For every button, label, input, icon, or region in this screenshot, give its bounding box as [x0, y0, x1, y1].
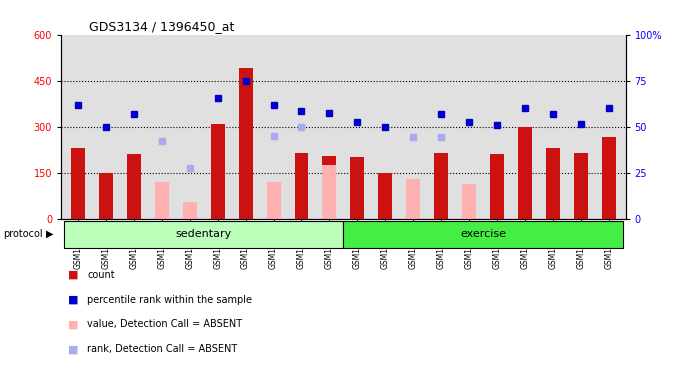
Bar: [518, 127, 532, 219]
Text: ■: ■: [68, 319, 78, 329]
Bar: [322, 156, 337, 219]
Bar: [574, 153, 588, 219]
Text: rank, Detection Call = ABSENT: rank, Detection Call = ABSENT: [87, 344, 237, 354]
Bar: [462, 184, 476, 219]
Text: ■: ■: [68, 295, 78, 305]
Bar: [435, 153, 448, 219]
Bar: [64, 221, 343, 248]
Bar: [239, 68, 252, 219]
Text: count: count: [87, 270, 115, 280]
Text: ▶: ▶: [46, 229, 54, 239]
Bar: [378, 174, 392, 219]
Bar: [127, 154, 141, 219]
Text: ■: ■: [68, 344, 78, 354]
Text: exercise: exercise: [460, 229, 506, 239]
Bar: [322, 165, 337, 219]
Bar: [211, 124, 224, 219]
Text: sedentary: sedentary: [175, 229, 232, 239]
Bar: [406, 179, 420, 219]
Text: GDS3134 / 1396450_at: GDS3134 / 1396450_at: [89, 20, 235, 33]
Bar: [294, 153, 309, 219]
Bar: [99, 173, 113, 219]
Bar: [71, 148, 85, 219]
Bar: [267, 182, 281, 219]
Bar: [490, 154, 504, 219]
Text: value, Detection Call = ABSENT: value, Detection Call = ABSENT: [87, 319, 242, 329]
Bar: [546, 148, 560, 219]
Text: protocol: protocol: [3, 229, 43, 239]
Bar: [183, 202, 197, 219]
Bar: [343, 221, 623, 248]
Bar: [602, 137, 616, 219]
Text: ■: ■: [68, 270, 78, 280]
Text: percentile rank within the sample: percentile rank within the sample: [87, 295, 252, 305]
Bar: [350, 157, 364, 219]
Bar: [155, 182, 169, 219]
